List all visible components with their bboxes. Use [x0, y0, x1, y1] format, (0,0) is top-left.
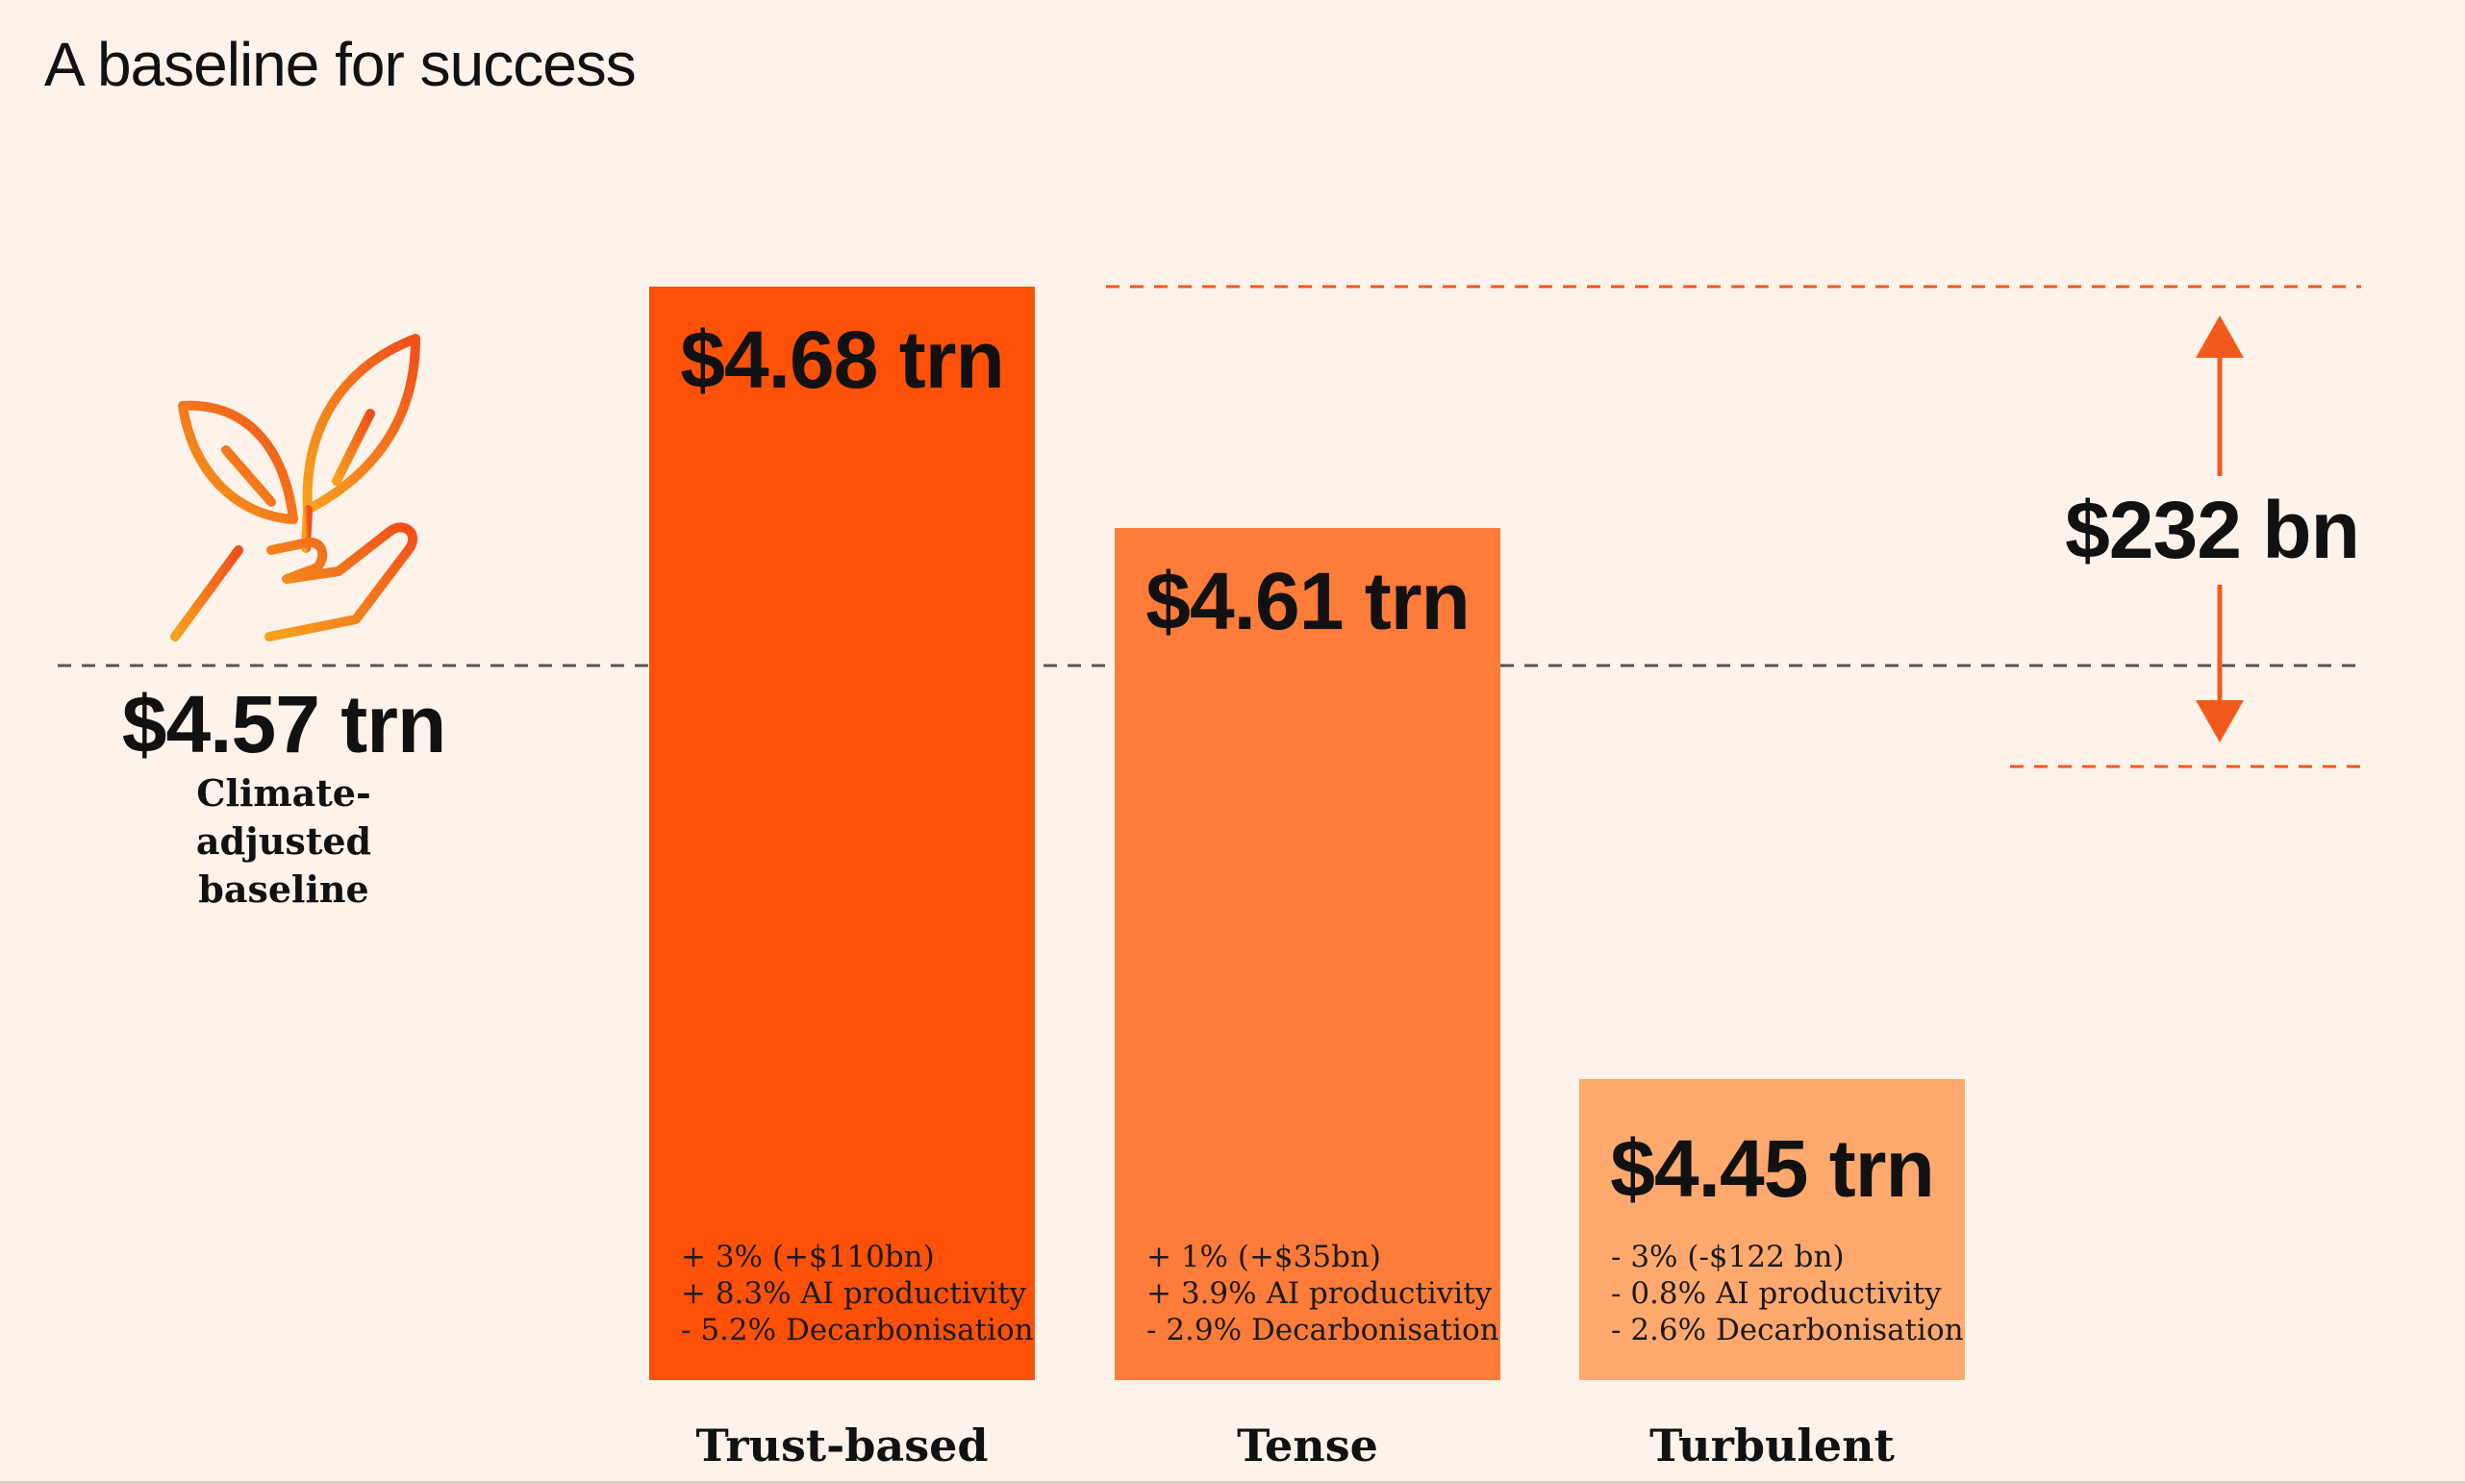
- bar-tense: $4.61 trn + 1% (+$35bn) + 3.9% AI produc…: [1115, 528, 1500, 1380]
- baseline-label-text: Climate-adjusted baseline: [195, 771, 372, 911]
- bar-value-label: $4.68 trn: [680, 314, 1005, 405]
- note-decarbonisation: - 2.9% Decarbonisation: [1146, 1313, 1499, 1347]
- bar-value-label: $4.61 trn: [1145, 556, 1471, 646]
- plant-hand-icon: [170, 334, 420, 641]
- baseline-value: $4.57 trn: [121, 679, 447, 769]
- arrow-down-icon: [2196, 700, 2244, 742]
- note-ai-productivity: + 3.9% AI productivity: [1146, 1276, 1493, 1311]
- note-change: + 1% (+$35bn): [1146, 1240, 1382, 1274]
- category-label-tense: Tense: [1237, 1420, 1378, 1471]
- baseline-label: Climate-adjusted baseline: [58, 769, 510, 914]
- footer-divider: [0, 1481, 2465, 1484]
- page-title: A baseline for success: [44, 30, 637, 99]
- note-decarbonisation: - 5.2% Decarbonisation: [681, 1313, 1034, 1347]
- note-ai-productivity: + 8.3% AI productivity: [681, 1276, 1027, 1311]
- bar-notes: + 3% (+$110bn) + 8.3% AI productivity - …: [681, 1239, 1034, 1348]
- note-decarbonisation: - 2.6% Decarbonisation: [1611, 1313, 1964, 1347]
- range-label: $232 bn: [2039, 476, 2385, 585]
- note-ai-productivity: - 0.8% AI productivity: [1611, 1276, 1942, 1311]
- arrow-up-icon: [2196, 315, 2244, 358]
- bar-turbulent: $4.45 trn - 3% (-$122 bn) - 0.8% AI prod…: [1579, 1079, 1965, 1380]
- bar-notes: + 1% (+$35bn) + 3.9% AI productivity - 2…: [1146, 1239, 1499, 1348]
- bar-trust-based: $4.68 trn + 3% (+$110bn) + 8.3% AI produ…: [649, 287, 1035, 1380]
- category-label-turbulent: Turbulent: [1649, 1420, 1895, 1471]
- bar-notes: - 3% (-$122 bn) - 0.8% AI productivity -…: [1611, 1239, 1964, 1348]
- note-change: - 3% (-$122 bn): [1611, 1240, 1845, 1274]
- bar-value-label: $4.45 trn: [1610, 1123, 1935, 1214]
- note-change: + 3% (+$110bn): [681, 1240, 935, 1274]
- category-label-trust-based: Trust-based: [695, 1420, 989, 1471]
